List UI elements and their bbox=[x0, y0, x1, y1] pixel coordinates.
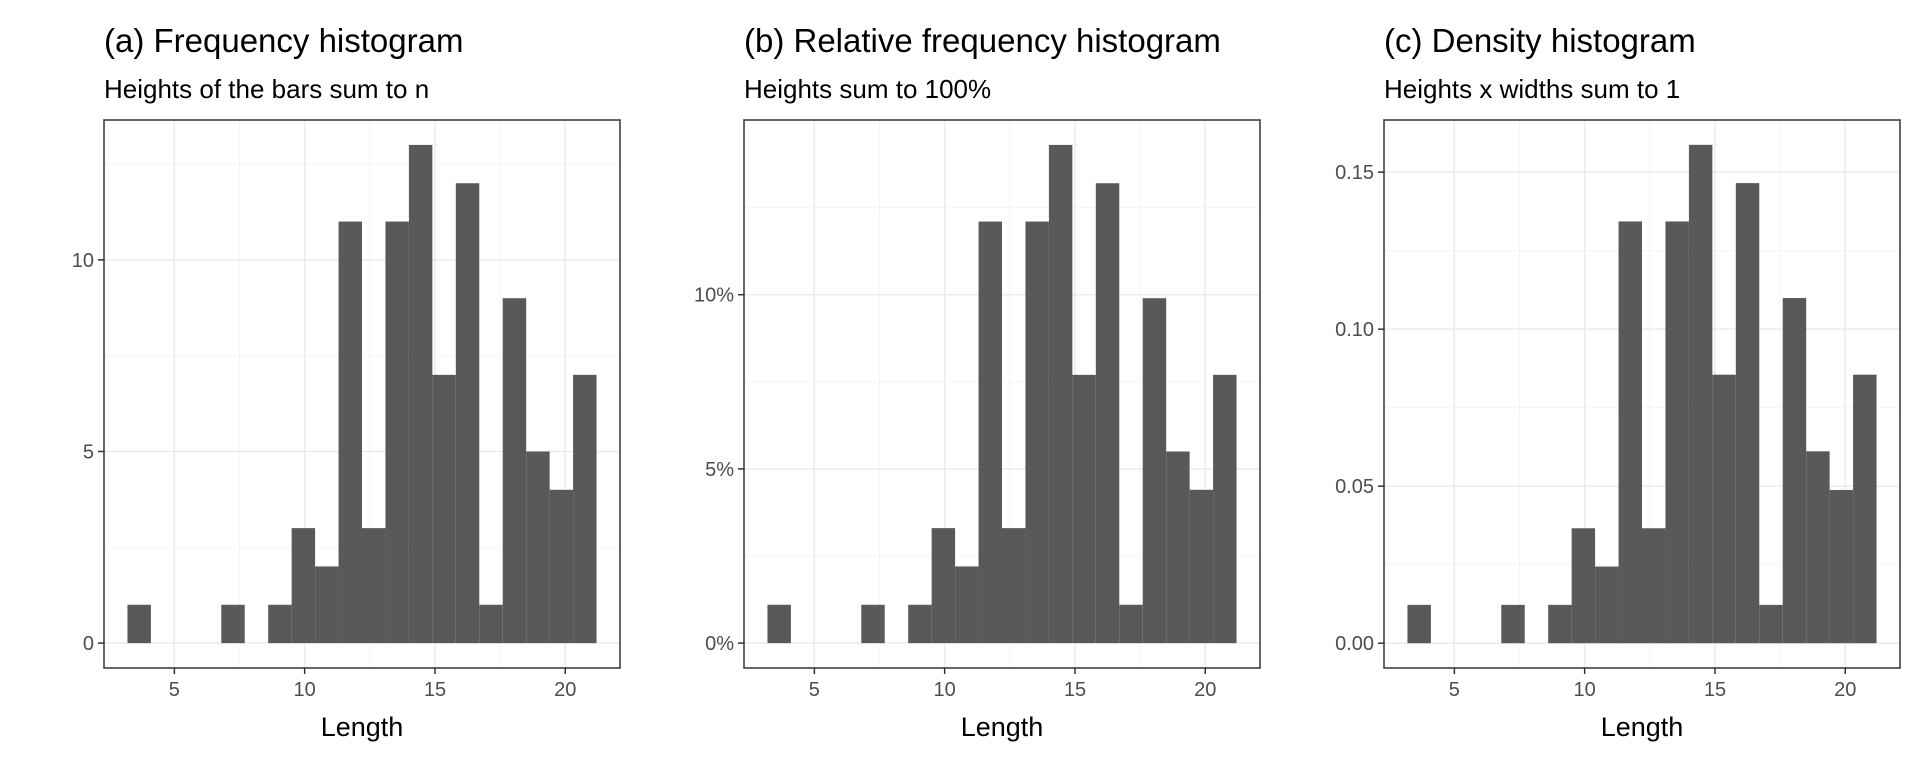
histogram-bar bbox=[408, 144, 433, 644]
y-tick-label: 0.15 bbox=[1335, 162, 1374, 184]
histogram-bar bbox=[1501, 604, 1525, 644]
panel-relative-frequency: (b) Relative frequency histogram Heights… bbox=[640, 0, 1280, 768]
x-tick-label: 5 bbox=[1449, 679, 1460, 701]
y-tick-label: 0% bbox=[705, 633, 734, 655]
x-axis-title: Length bbox=[321, 712, 404, 742]
x-tick-label: 10 bbox=[294, 679, 316, 701]
y-tick-label: 5 bbox=[83, 441, 94, 463]
y-tick-label: 0.10 bbox=[1335, 319, 1374, 341]
panel-title: (a) Frequency histogram bbox=[104, 22, 464, 59]
histogram-bar bbox=[455, 183, 480, 644]
histogram-bar bbox=[549, 489, 574, 644]
histogram-bar bbox=[931, 528, 956, 644]
histogram-bar bbox=[1189, 489, 1214, 644]
histogram-bar bbox=[385, 221, 409, 644]
histogram-bar bbox=[1002, 528, 1026, 644]
plot-relative-frequency: 5 10 15 20 0% 5% 10% Length bbox=[694, 119, 1261, 742]
histogram-bar bbox=[1735, 183, 1760, 644]
histogram-bar bbox=[1072, 374, 1096, 644]
histogram-bar bbox=[1642, 528, 1666, 644]
histogram-bar bbox=[1759, 604, 1783, 644]
histogram-bar bbox=[1595, 566, 1619, 644]
histogram-bar bbox=[1806, 451, 1830, 644]
x-tick-label: 5 bbox=[169, 679, 180, 701]
histogram-bar bbox=[127, 604, 151, 644]
histogram-bar bbox=[1095, 183, 1120, 644]
x-axis-title: Length bbox=[1601, 712, 1684, 742]
panel-subtitle: Heights of the bars sum to n bbox=[104, 74, 430, 104]
panel-border bbox=[1383, 119, 1901, 669]
histogram-bar bbox=[338, 221, 362, 644]
histogram-bar bbox=[861, 604, 885, 644]
histogram-bar bbox=[362, 528, 386, 644]
histogram-bar bbox=[1142, 298, 1167, 644]
histogram-bar bbox=[1782, 298, 1807, 644]
histogram-bar bbox=[908, 604, 932, 644]
panel-subtitle: Heights x widths sum to 1 bbox=[1384, 74, 1681, 104]
histogram-bar bbox=[315, 566, 339, 644]
panel-title: (c) Density histogram bbox=[1384, 22, 1696, 59]
x-tick-label: 20 bbox=[1834, 679, 1856, 701]
histogram-bar bbox=[1025, 221, 1049, 644]
y-tick-label: 10 bbox=[72, 250, 94, 272]
histogram-bar bbox=[479, 604, 503, 644]
x-tick-label: 10 bbox=[1574, 679, 1596, 701]
panel-density: (c) Density histogram Heights x widths s… bbox=[1280, 0, 1920, 768]
histogram-bar bbox=[1665, 221, 1689, 644]
panel-frequency: (a) Frequency histogram Heights of the b… bbox=[0, 0, 640, 768]
histogram-bar bbox=[1048, 144, 1073, 644]
histogram-bar bbox=[1213, 374, 1237, 644]
histogram-bar bbox=[526, 451, 550, 644]
y-tick-label: 10% bbox=[694, 285, 734, 307]
x-axis-title: Length bbox=[961, 712, 1044, 742]
histogram-bar bbox=[291, 528, 316, 644]
histogram-bar bbox=[767, 604, 791, 644]
plot-density: 5 10 15 20 0.00 0.05 0.10 0.15 Length bbox=[1335, 119, 1901, 742]
histogram-bar bbox=[1407, 604, 1431, 644]
histogram-bar bbox=[268, 604, 292, 644]
x-tick-label: 20 bbox=[1194, 679, 1216, 701]
x-tick-label: 20 bbox=[554, 679, 576, 701]
x-tick-label: 15 bbox=[1704, 679, 1726, 701]
histogram-bar bbox=[221, 604, 245, 644]
panel-subtitle: Heights sum to 100% bbox=[744, 74, 992, 104]
histogram-bar bbox=[502, 298, 527, 644]
histogram-bar bbox=[432, 374, 456, 644]
histogram-bar bbox=[1829, 489, 1854, 644]
y-tick-label: 0 bbox=[83, 633, 94, 655]
histogram-bar bbox=[1166, 451, 1190, 644]
histogram-bar bbox=[1853, 374, 1877, 644]
panel-title: (b) Relative frequency histogram bbox=[744, 22, 1221, 59]
panel-border bbox=[103, 119, 621, 669]
y-tick-label: 0.00 bbox=[1335, 633, 1374, 655]
histogram-bar bbox=[978, 221, 1002, 644]
histogram-bar bbox=[573, 374, 597, 644]
x-tick-label: 15 bbox=[424, 679, 446, 701]
histogram-bar bbox=[1119, 604, 1143, 644]
panel-border bbox=[743, 119, 1261, 669]
histogram-bar bbox=[1618, 221, 1642, 644]
x-tick-label: 5 bbox=[809, 679, 820, 701]
y-tick-label: 0.05 bbox=[1335, 476, 1374, 498]
y-tick-label: 5% bbox=[705, 459, 734, 481]
x-tick-label: 10 bbox=[934, 679, 956, 701]
histogram-bar bbox=[1688, 144, 1713, 644]
histogram-bar bbox=[1548, 604, 1572, 644]
histogram-bar bbox=[1712, 374, 1736, 644]
x-tick-label: 15 bbox=[1064, 679, 1086, 701]
histogram-bar bbox=[955, 566, 979, 644]
histogram-bar bbox=[1571, 528, 1596, 644]
